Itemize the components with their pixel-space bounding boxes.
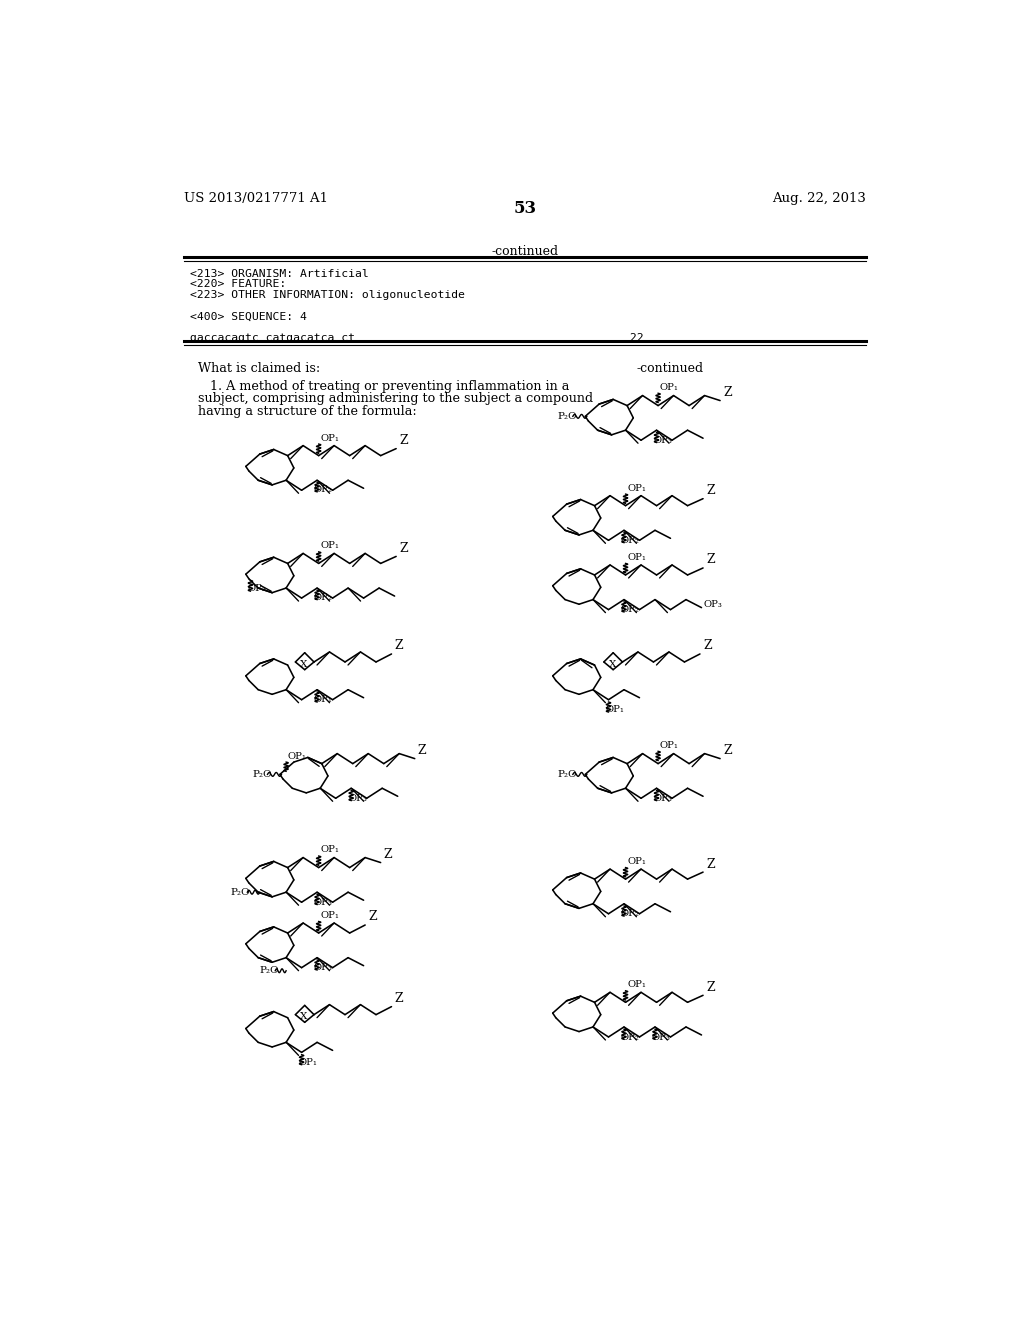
Text: Z: Z [394, 639, 403, 652]
Text: gaccacagtc catgacatca ct                                        22: gaccacagtc catgacatca ct 22 [190, 333, 644, 343]
Text: OP₂: OP₂ [314, 486, 333, 494]
Text: subject, comprising administering to the subject a compound: subject, comprising administering to the… [198, 392, 593, 405]
Text: OP₁: OP₁ [321, 911, 339, 920]
Text: OP₁: OP₁ [627, 981, 646, 989]
Text: having a structure of the formula:: having a structure of the formula: [198, 405, 417, 418]
Text: X: X [300, 1012, 307, 1022]
Text: OP₁: OP₁ [659, 741, 679, 750]
Text: OP₃: OP₃ [653, 436, 673, 445]
Text: P₂O: P₂O [230, 888, 250, 896]
Text: <213> ORGANISM: Artificial: <213> ORGANISM: Artificial [190, 268, 369, 279]
Text: OP₁: OP₁ [627, 553, 646, 562]
Text: Z: Z [723, 744, 732, 758]
Text: P₂O: P₂O [252, 770, 271, 779]
Text: OP₁: OP₁ [321, 433, 339, 442]
Text: US 2013/0217771 A1: US 2013/0217771 A1 [183, 193, 328, 206]
Text: OP₃: OP₃ [248, 583, 266, 593]
Text: OP₁: OP₁ [659, 383, 679, 392]
Text: 1. A method of treating or preventing inflammation in a: 1. A method of treating or preventing in… [198, 380, 569, 393]
Text: OP₂: OP₂ [621, 909, 640, 919]
Text: Z: Z [707, 981, 715, 994]
Text: OP₂: OP₂ [314, 593, 333, 602]
Text: Z: Z [394, 993, 403, 1005]
Text: OP₁: OP₁ [605, 705, 625, 714]
Text: <400> SEQUENCE: 4: <400> SEQUENCE: 4 [190, 312, 307, 322]
Text: OP₁: OP₁ [288, 751, 306, 760]
Text: OP₂: OP₂ [621, 536, 640, 545]
Text: OP₁: OP₁ [299, 1059, 317, 1067]
Text: OP₁: OP₁ [321, 541, 339, 550]
Text: Z: Z [418, 744, 426, 758]
Text: Z: Z [707, 484, 715, 498]
Text: P₂O: P₂O [260, 966, 280, 975]
Text: X: X [300, 660, 307, 669]
Text: P₂O: P₂O [557, 770, 577, 779]
Text: OP₁: OP₁ [321, 846, 339, 854]
Text: <223> OTHER INFORMATION: oligonucleotide: <223> OTHER INFORMATION: oligonucleotide [190, 290, 465, 300]
Text: Z: Z [707, 858, 715, 871]
Text: OP₂: OP₂ [621, 606, 640, 614]
Text: -continued: -continued [637, 362, 705, 375]
Text: OP₂: OP₂ [621, 1032, 640, 1041]
Text: 53: 53 [513, 199, 537, 216]
Text: What is claimed is:: What is claimed is: [198, 362, 319, 375]
Text: OP₃: OP₃ [314, 964, 333, 973]
Text: Z: Z [369, 911, 377, 924]
Text: OP₃: OP₃ [703, 601, 722, 609]
Text: OP₃: OP₃ [314, 898, 333, 907]
Text: Z: Z [399, 434, 408, 447]
Text: OP₃: OP₃ [653, 793, 673, 803]
Text: Z: Z [384, 847, 392, 861]
Text: Z: Z [399, 543, 408, 554]
Text: Z: Z [703, 639, 712, 652]
Text: Z: Z [707, 553, 715, 566]
Text: Z: Z [723, 385, 732, 399]
Text: <220> FEATURE:: <220> FEATURE: [190, 280, 287, 289]
Text: X: X [608, 660, 616, 669]
Text: P₂O: P₂O [557, 412, 577, 421]
Text: OP₁: OP₁ [627, 857, 646, 866]
Text: Aug. 22, 2013: Aug. 22, 2013 [772, 193, 866, 206]
Text: OP₁: OP₁ [314, 696, 333, 705]
Text: OP₁: OP₁ [627, 483, 646, 492]
Text: -continued: -continued [492, 244, 558, 257]
Text: OP₃: OP₃ [348, 793, 367, 803]
Text: OP₃: OP₃ [652, 1032, 671, 1041]
